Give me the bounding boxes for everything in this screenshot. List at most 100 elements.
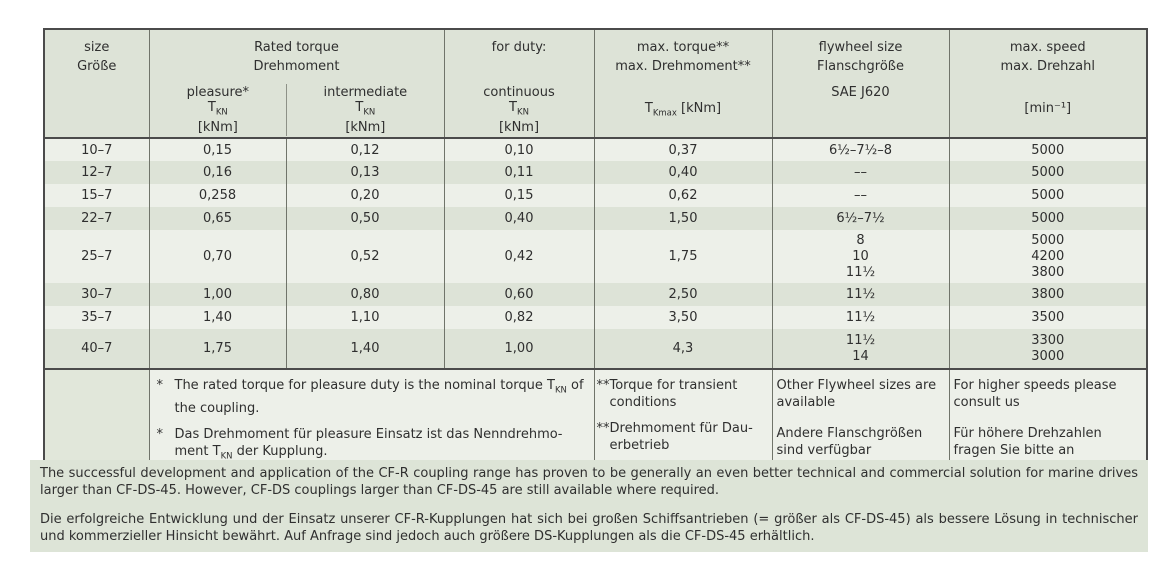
flywheel-cell: 11½ 14 [771, 329, 949, 369]
footnote-row: * The rated torque for pleasure duty is … [43, 367, 1147, 476]
size-cell: 10–7 [43, 138, 149, 161]
footnote-star: * [156, 378, 164, 393]
speed-cell: 3300 3000 [948, 329, 1147, 369]
speed-cell: 3500 [948, 306, 1147, 329]
flywheel-cell: –– [771, 161, 949, 184]
pleasure-cell: 0,258 [148, 184, 286, 207]
size-cell: 22–7 [43, 207, 149, 230]
flywheel-cell: 6½–7½ [771, 207, 949, 230]
intermediate-cell: 0,52 [285, 230, 444, 283]
footnote-text-en: Other Flywheel sizes are available [776, 378, 937, 410]
table-row: 10–7 0,15 0,12 0,10 0,37 6½–7½–8 5000 [43, 138, 1147, 161]
footnote-size-cell-empty [43, 367, 149, 476]
size-cell: 30–7 [43, 283, 149, 306]
speed-cell: 3800 [948, 283, 1147, 306]
info-paragraph-de: Die erfolgreiche Entwicklung und der Ein… [40, 512, 1138, 544]
intermediate-cell: 1,40 [285, 329, 444, 369]
size-cell: 40–7 [43, 329, 149, 369]
max-torque-cell: 2,50 [593, 283, 772, 306]
footnote-text-en: The rated torque for pleasure duty is th… [174, 378, 584, 416]
max-torque-cell: 0,40 [593, 161, 772, 184]
table-row: 30–7 1,00 0,80 0,60 2,50 11½ 3800 [43, 283, 1147, 306]
pleasure-cell: 0,15 [148, 138, 286, 161]
table-row: 22–7 0,65 0,50 0,40 1,50 6½–7½ 5000 [43, 207, 1147, 230]
footnote-rated-torque: * The rated torque for pleasure duty is … [148, 367, 594, 476]
max-torque-cell: 3,50 [593, 306, 772, 329]
footnote-text-de: Andere Flanschgrößen sind verfügbar [776, 426, 923, 458]
intermediate-cell: 0,50 [285, 207, 444, 230]
speed-cell: 5000 4200 3800 [948, 230, 1147, 283]
footnote-star: ** [596, 378, 610, 393]
speed-cell: 5000 [948, 161, 1147, 184]
footnote-speed: For higher speeds please consult us Für … [948, 367, 1147, 476]
flywheel-cell: 11½ [771, 306, 949, 329]
continuous-cell: 0,82 [443, 306, 594, 329]
pleasure-cell: 1,40 [148, 306, 286, 329]
header-rated-torque-group: Rated torque Drehmoment pleasure* TKN [k… [148, 29, 444, 139]
pleasure-cell: 1,00 [148, 283, 286, 306]
header-speed-column: max. speed max. Drehzahl [min⁻¹] [948, 29, 1147, 139]
continuous-cell: 0,15 [443, 184, 594, 207]
max-torque-cell: 0,37 [593, 138, 772, 161]
continuous-cell: 0,60 [443, 283, 594, 306]
intermediate-cell: 0,13 [285, 161, 444, 184]
pleasure-cell: 0,65 [148, 207, 286, 230]
flywheel-cell: 6½–7½–8 [771, 138, 949, 161]
max-torque-cell: 4,3 [593, 329, 772, 369]
flywheel-cell: –– [771, 184, 949, 207]
table-row: 35–7 1,40 1,10 0,82 3,50 11½ 3500 [43, 306, 1147, 329]
intermediate-cell: 0,20 [285, 184, 444, 207]
max-torque-cell: 1,75 [593, 230, 772, 283]
continuous-cell: 0,40 [443, 207, 594, 230]
intermediate-cell: 0,80 [285, 283, 444, 306]
footnote-text-de: Das Drehmoment für pleasure Einsatz ist … [174, 426, 563, 462]
header-size-en: size [84, 40, 110, 55]
header-rated-torque-en: Rated torque [254, 40, 339, 55]
size-cell: 25–7 [43, 230, 149, 283]
footnote-text-en: For higher speeds please consult us [953, 378, 1117, 410]
table-row: 40–7 1,75 1,40 1,00 4,3 11½ 14 3300 3000 [43, 329, 1147, 369]
header-size-column: size Größe [43, 29, 149, 139]
footnote-star: ** [596, 421, 610, 436]
header-duty-column: for duty: continuous TKN [kNm] [443, 29, 594, 139]
pleasure-cell: 0,16 [148, 161, 286, 184]
table-row: 12–7 0,16 0,13 0,11 0,40 –– 5000 [43, 161, 1147, 184]
info-paragraph-en: The successful development and applicati… [40, 466, 1138, 498]
table-row: 15–7 0,258 0,20 0,15 0,62 –– 5000 [43, 184, 1147, 207]
table-row: 25–7 0,70 0,52 0,42 1,75 8 10 11½ 5000 4… [43, 230, 1147, 283]
coupling-spec-table: size Größe Rated torque Drehmoment pleas… [43, 28, 1148, 477]
intermediate-cell: 1,10 [285, 306, 444, 329]
header-duty-title: for duty: [491, 40, 547, 55]
footnote-text-de: Drehmoment für Dau­erbetrieb [609, 421, 753, 453]
table-header-row: size Größe Rated torque Drehmoment pleas… [43, 29, 1147, 139]
footnote-text-de: Für höhere Drehzahlen fragen Sie bitte a… [953, 426, 1102, 458]
header-pleasure-subcolumn: pleasure* TKN [kNm] [186, 85, 250, 135]
speed-cell: 5000 [948, 207, 1147, 230]
footnote-flywheel: Other Flywheel sizes are available Ander… [771, 367, 949, 476]
pleasure-cell: 1,75 [148, 329, 286, 369]
continuous-cell: 0,42 [443, 230, 594, 283]
header-rated-torque-de: Drehmoment [253, 59, 340, 74]
info-block: The successful development and applicati… [30, 460, 1148, 552]
intermediate-cell: 0,12 [285, 138, 444, 161]
header-intermediate-subcolumn: intermediate TKN [kNm] [286, 84, 443, 136]
max-torque-cell: 0,62 [593, 184, 772, 207]
flywheel-cell: 11½ [771, 283, 949, 306]
header-max-torque-column: max. torque** max. Drehmoment** TKmax [k… [593, 29, 772, 139]
footnote-star: * [156, 426, 164, 442]
size-cell: 12–7 [43, 161, 149, 184]
header-size-de: Größe [77, 59, 117, 74]
continuous-cell: 1,00 [443, 329, 594, 369]
speed-cell: 5000 [948, 184, 1147, 207]
continuous-cell: 0,10 [443, 138, 594, 161]
max-torque-cell: 1,50 [593, 207, 772, 230]
flywheel-cell: 8 10 11½ [771, 230, 949, 283]
footnote-text-en: Torque for transient conditions [609, 378, 738, 410]
footnote-max-torque: ** Torque for transient conditions ** Dr… [593, 367, 772, 476]
pleasure-cell: 0,70 [148, 230, 286, 283]
header-flywheel-column: flywheel size Flanschgröße SAE J620 [771, 29, 949, 139]
speed-cell: 5000 [948, 138, 1147, 161]
size-cell: 15–7 [43, 184, 149, 207]
continuous-cell: 0,11 [443, 161, 594, 184]
